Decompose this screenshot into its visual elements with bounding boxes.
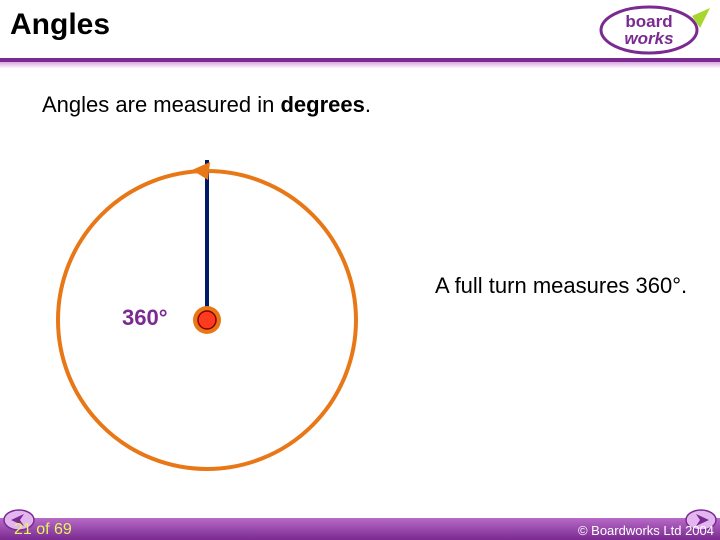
intro-prefix: Angles are measured in (42, 92, 280, 117)
boardworks-logo: board works (592, 4, 712, 56)
angle-diagram (42, 120, 372, 490)
page-title: Angles (10, 8, 110, 42)
intro-suffix: . (365, 92, 371, 117)
angle-value-label: 360° (122, 305, 168, 331)
copyright-text: © Boardworks Ltd 2004 (578, 523, 714, 538)
intro-sentence: Angles are measured in degrees. (42, 92, 371, 118)
intro-keyword: degrees (280, 92, 364, 117)
center-dot-inner (198, 311, 216, 329)
header-underline (0, 62, 720, 68)
arc-arrowhead-icon (192, 162, 210, 180)
page-counter: 21 of 69 (14, 521, 72, 539)
diagram-caption: A full turn measures 360°. (435, 272, 695, 300)
header-bar: Angles board works (0, 0, 720, 62)
logo-text-bottom: works (624, 29, 673, 48)
